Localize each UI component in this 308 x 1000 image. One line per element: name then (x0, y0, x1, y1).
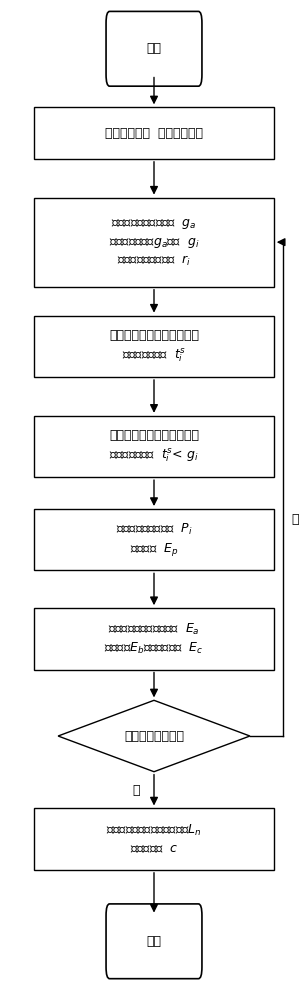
Bar (34, 316, 274, 377)
Text: 计算总有效率绿灯时间  $g_a$
按等饱和度分配$g_a$得到  $g_i$
并计算有效红灯时间  $r_i$: 计算总有效率绿灯时间 $g_a$ 按等饱和度分配$g_a$得到 $g_i$ 并计… (109, 217, 199, 268)
Text: 确定消散波结束的时间不大
于有效绿灯时间  $t_i^s$< $g_i$: 确定消散波结束的时间不大 于有效绿灯时间 $t_i^s$< $g_i$ (109, 429, 199, 464)
Bar (34, 808, 274, 870)
Text: 是: 是 (132, 784, 140, 797)
Bar (34, 107, 274, 159)
Text: 输出公路施工区最佳施工长度$L_n$
及信号周期  $c$: 输出公路施工区最佳施工长度$L_n$ 及信号周期 $c$ (106, 823, 202, 855)
FancyBboxPatch shape (106, 11, 202, 86)
Text: 结束: 结束 (147, 935, 161, 948)
Bar (34, 509, 274, 570)
Text: 周期内的车辆总延误  $P_i$
延误成本  $E_p$: 周期内的车辆总延误 $P_i$ 延误成本 $E_p$ (116, 521, 192, 558)
Polygon shape (58, 700, 250, 772)
Text: 开始: 开始 (147, 42, 161, 55)
Text: 计算周期内最大排队长度点
的排队消散时间  $t_i^s$: 计算周期内最大排队长度点 的排队消散时间 $t_i^s$ (109, 329, 199, 364)
Bar (34, 198, 274, 287)
Bar (34, 416, 274, 477)
FancyBboxPatch shape (106, 904, 202, 979)
Text: 是否满足目标函数: 是否满足目标函数 (124, 730, 184, 743)
Bar (34, 608, 274, 670)
Text: 采集交通数据  输入相关参数: 采集交通数据 输入相关参数 (105, 127, 203, 140)
Text: 否: 否 (291, 513, 298, 526)
Text: 施工期车辆的总延误成本  $E_a$
固定成本$E_b$和施工总成本  $E_c$: 施工期车辆的总延误成本 $E_a$ 固定成本$E_b$和施工总成本 $E_c$ (104, 622, 204, 656)
